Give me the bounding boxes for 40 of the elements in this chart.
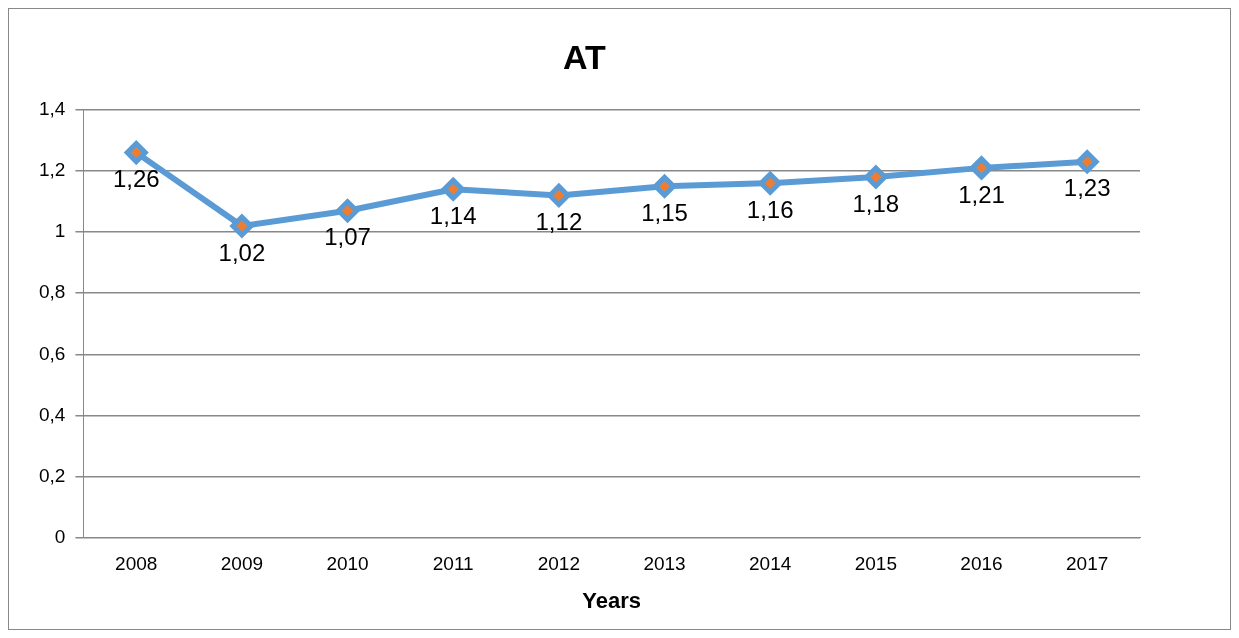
point — [653, 174, 677, 198]
data-label: 1,26 — [112, 165, 160, 193]
data-label: 1,18 — [852, 189, 900, 217]
x-tick-label: 2011 — [432, 553, 474, 575]
point — [441, 177, 465, 201]
y-tick-label: 0,6 — [38, 342, 66, 364]
y-tick-label: 0 — [54, 526, 66, 548]
point — [124, 141, 148, 165]
x-tick-label: 2017 — [1066, 553, 1109, 575]
data-label: 1,02 — [218, 238, 266, 266]
x-tick-label: 2008 — [115, 553, 158, 575]
y-tick-label: 0,2 — [38, 464, 66, 486]
y-tick-label: 0,8 — [38, 281, 66, 303]
data-label: 1,21 — [958, 180, 1005, 208]
point — [547, 183, 571, 207]
x-tick-label: 2016 — [960, 553, 1003, 575]
point — [758, 171, 782, 195]
y-tick-label: 1,2 — [38, 159, 66, 181]
x-tick-label: 2012 — [537, 553, 581, 575]
data-label: 1,12 — [535, 208, 583, 236]
x-tick-label: 2013 — [643, 553, 686, 575]
y-tick-label: 0,4 — [38, 403, 66, 425]
x-tick-label: 2015 — [854, 553, 897, 575]
x-tick-label: 2009 — [220, 553, 264, 575]
point — [230, 214, 254, 238]
chart-title: AT — [563, 37, 607, 76]
data-label: 1,14 — [429, 201, 477, 229]
point — [970, 156, 994, 180]
data-label: 1,23 — [1063, 174, 1111, 202]
point — [336, 199, 360, 223]
x-tick-label: 2010 — [326, 553, 369, 575]
x-tick-label: 2014 — [749, 553, 792, 575]
data-label: 1,16 — [746, 195, 794, 223]
y-tick-label: 1,4 — [38, 98, 66, 120]
point — [864, 165, 888, 189]
data-label: 1,15 — [641, 198, 688, 226]
point — [1075, 150, 1099, 174]
y-tick-label: 1 — [54, 220, 66, 242]
x-axis-title: Years — [582, 587, 642, 613]
data-label: 1,07 — [324, 223, 371, 251]
